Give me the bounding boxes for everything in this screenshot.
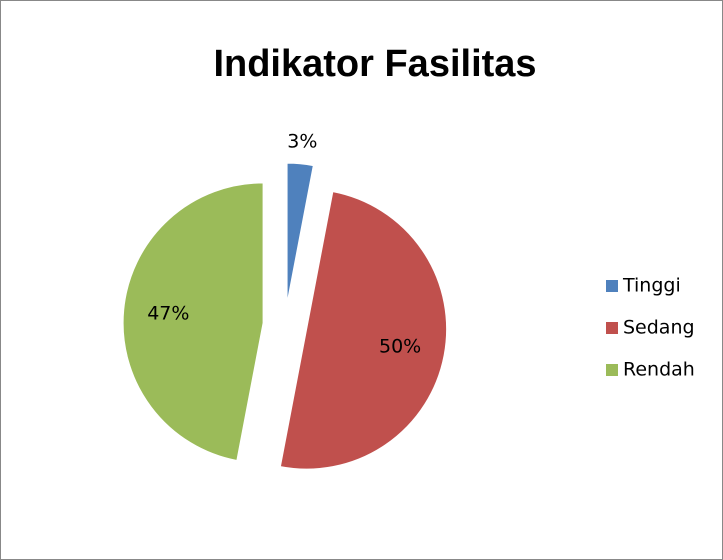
- pie-slice: [286, 162, 314, 304]
- data-label: 50%: [379, 335, 421, 357]
- legend-swatch: [606, 280, 618, 292]
- chart-title: Indikator Fasilitas: [213, 43, 536, 85]
- legend-swatch: [606, 322, 618, 334]
- legend-label: Rendah: [623, 359, 695, 381]
- data-label: 47%: [147, 302, 189, 324]
- pie-slice: [122, 182, 264, 462]
- legend-label: Sedang: [623, 317, 695, 339]
- legend-label: Tinggi: [622, 275, 681, 297]
- pie-slice: [279, 191, 448, 470]
- legend-swatch: [606, 364, 618, 376]
- data-label: 3%: [287, 130, 317, 152]
